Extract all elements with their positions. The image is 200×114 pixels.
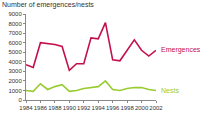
svg-text:0: 0 [18,97,22,103]
svg-text:1984: 1984 [19,105,33,111]
svg-text:2002: 2002 [149,105,163,111]
svg-text:1988: 1988 [48,105,62,111]
svg-text:Number of emergences/nests: Number of emergences/nests [2,1,94,9]
svg-text:1996: 1996 [106,105,120,111]
svg-text:6000: 6000 [8,40,22,46]
svg-text:1992: 1992 [77,105,91,111]
svg-text:2000: 2000 [135,105,149,111]
svg-text:2000: 2000 [8,78,22,84]
svg-text:Emergences: Emergences [161,46,200,54]
svg-text:9000: 9000 [8,11,22,17]
svg-text:7000: 7000 [8,30,22,36]
svg-text:5000: 5000 [8,49,22,55]
svg-text:1986: 1986 [34,105,48,111]
svg-text:1000: 1000 [8,88,22,94]
svg-text:1994: 1994 [92,105,106,111]
svg-text:Nests: Nests [161,87,179,94]
svg-text:3000: 3000 [8,68,22,74]
svg-text:4000: 4000 [8,59,22,65]
svg-text:1990: 1990 [63,105,77,111]
svg-text:1998: 1998 [120,105,134,111]
svg-text:8000: 8000 [8,21,22,27]
